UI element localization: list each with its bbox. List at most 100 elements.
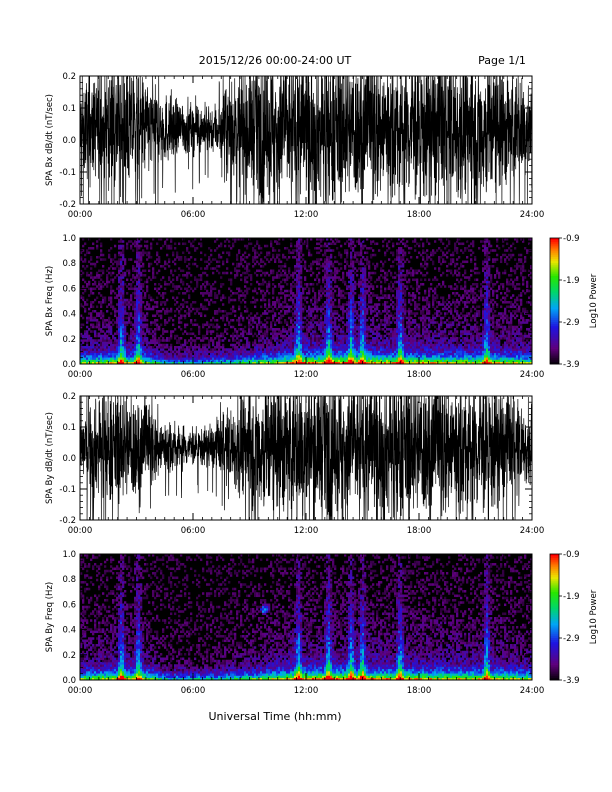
spectrogram-cell xyxy=(386,288,388,291)
spectrogram-cell xyxy=(210,294,212,297)
spectrogram-cell xyxy=(350,330,352,333)
spectrogram-cell xyxy=(308,357,310,360)
spectrogram-cell xyxy=(88,353,90,356)
spectrogram-cell xyxy=(318,243,320,246)
spectrogram-cell xyxy=(146,337,148,340)
spectrogram-cell xyxy=(308,344,310,347)
spectrogram-cell xyxy=(384,288,386,291)
spectrogram-cell xyxy=(254,306,256,309)
spectrogram-cell xyxy=(344,267,346,270)
spectrogram-cell xyxy=(350,274,352,277)
spectrogram-cell xyxy=(348,299,350,302)
spectrogram-cell xyxy=(320,245,322,248)
spectrogram-cell xyxy=(122,337,124,340)
spectrogram-cell xyxy=(264,299,266,302)
spectrogram-cell xyxy=(364,288,366,291)
spectrogram-cell xyxy=(184,274,186,277)
spectrogram-cell xyxy=(326,353,328,356)
spectrogram-cell xyxy=(296,263,298,266)
spectrogram-cell xyxy=(318,357,320,360)
spectrogram-cell xyxy=(254,342,256,345)
spectrogram-cell xyxy=(234,299,236,302)
spectrogram-cell xyxy=(208,324,210,327)
spectrogram-cell xyxy=(328,330,330,333)
spectrogram-cell xyxy=(318,344,320,347)
spectrogram-cell xyxy=(322,306,324,309)
spectrogram-cell xyxy=(92,346,94,349)
spectrogram-cell xyxy=(360,274,362,277)
spectrogram-cell xyxy=(194,276,196,279)
spectrogram-cell xyxy=(200,276,202,279)
spectrogram-cell xyxy=(366,258,368,261)
spectrogram-cell xyxy=(104,346,106,349)
spectrogram-cell xyxy=(362,317,364,320)
spectrogram-cell xyxy=(140,308,142,311)
spectrogram-cell xyxy=(178,312,180,315)
spectrogram-cell xyxy=(376,339,378,342)
spectrogram-cell xyxy=(130,337,132,340)
spectrogram-cell xyxy=(296,333,298,336)
spectrogram-cell xyxy=(194,335,196,338)
spectrogram-cell xyxy=(294,333,296,336)
spectrogram-cell xyxy=(304,326,306,329)
spectrogram-cell xyxy=(326,342,328,345)
spectrogram-cell xyxy=(94,265,96,268)
spectrogram-cell xyxy=(160,247,162,250)
spectrogram-cell xyxy=(328,283,330,286)
spectrogram-cell xyxy=(152,267,154,270)
spectrogram-cell xyxy=(262,335,264,338)
spectrogram-cell xyxy=(164,288,166,291)
spectrogram-cell xyxy=(256,353,258,356)
spectrogram-cell xyxy=(360,306,362,309)
spectrogram-cell xyxy=(158,256,160,259)
spectrogram-cell xyxy=(226,348,228,351)
spectrogram-cell xyxy=(150,357,152,360)
spectrogram-cell xyxy=(350,335,352,338)
spectrogram-cell xyxy=(122,299,124,302)
spectrogram-cell xyxy=(210,261,212,264)
spectrogram-cell xyxy=(316,308,318,311)
spectrogram-cell xyxy=(366,319,368,322)
spectrogram-cell xyxy=(262,265,264,268)
spectrogram-cell xyxy=(134,303,136,306)
spectrogram-cell xyxy=(194,351,196,354)
spectrogram-cell xyxy=(338,288,340,291)
spectrogram-cell xyxy=(136,299,138,302)
spectrogram-cell xyxy=(232,344,234,347)
spectrogram-cell xyxy=(122,285,124,288)
spectrogram-cell xyxy=(262,290,264,293)
spectrogram-cell xyxy=(348,245,350,248)
spectrogram-cell xyxy=(396,346,398,349)
spectrogram-cell xyxy=(246,310,248,313)
spectrogram-cell xyxy=(314,261,316,264)
spectrogram-cell xyxy=(272,272,274,275)
spectrogram-cell xyxy=(326,346,328,349)
spectrogram-cell xyxy=(120,281,122,284)
spectrogram-cell xyxy=(120,308,122,311)
spectrogram-cell xyxy=(166,308,168,311)
spectrogram-cell xyxy=(362,348,364,351)
spectrogram-cell xyxy=(176,353,178,356)
spectrogram-cell xyxy=(100,252,102,255)
spectrogram-cell xyxy=(270,344,272,347)
spectrogram-cell xyxy=(92,292,94,295)
spectrogram-cell xyxy=(216,357,218,360)
spectrogram-cell xyxy=(302,335,304,338)
spectrogram-cell xyxy=(260,283,262,286)
spectrogram-cell xyxy=(386,308,388,311)
spectrogram-cell xyxy=(88,312,90,315)
spectrogram-cell xyxy=(346,249,348,252)
spectrogram-cell xyxy=(100,274,102,277)
spectrogram-cell xyxy=(148,294,150,297)
spectrogram-cell xyxy=(180,270,182,273)
spectrogram-cell xyxy=(160,324,162,327)
spectrogram-cell xyxy=(100,360,102,363)
spectrogram-cell xyxy=(370,297,372,300)
spectrogram-cell xyxy=(110,321,112,324)
spectrogram-cell xyxy=(166,299,168,302)
spectrogram-cell xyxy=(204,308,206,311)
spectrogram-cell xyxy=(238,288,240,291)
spectrogram-cell xyxy=(364,326,366,329)
spectrogram-cell xyxy=(142,355,144,358)
spectrogram-cell xyxy=(300,301,302,304)
